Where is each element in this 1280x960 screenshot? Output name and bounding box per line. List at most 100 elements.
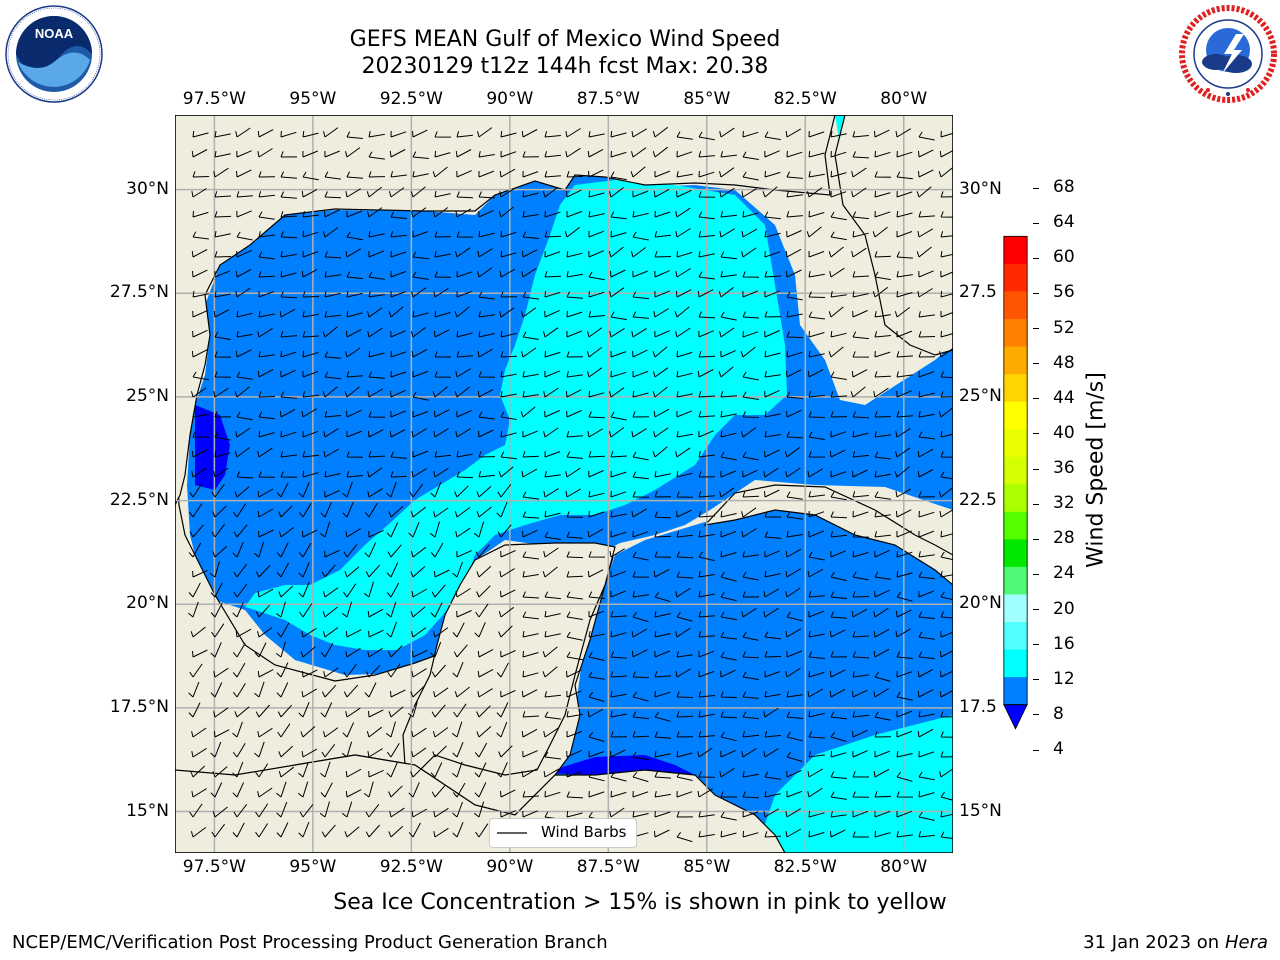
- wind-barb: [896, 390, 912, 398]
- wind-barb: [895, 447, 911, 458]
- wind-barb: [258, 529, 274, 538]
- wind-barb: [654, 711, 671, 722]
- wind-barb: [278, 505, 293, 518]
- wind-barb: [411, 808, 428, 818]
- wind-barb: [390, 211, 407, 219]
- wind-barb: [940, 530, 953, 538]
- wind-barb: [364, 503, 378, 518]
- wind-barb: [386, 562, 399, 578]
- wind-barb: [676, 790, 693, 798]
- wind-barb: [278, 585, 294, 598]
- wind-barb: [940, 630, 953, 638]
- wind-barb: [412, 271, 429, 280]
- wind-barb: [412, 370, 429, 378]
- wind-barb: [278, 766, 295, 778]
- lon-tick-label: 82.5°W: [773, 89, 837, 109]
- wind-barb: [918, 590, 934, 598]
- wind-barb: [654, 751, 671, 758]
- wind-barb: [742, 830, 759, 838]
- wind-barb: [896, 751, 913, 758]
- wind-barb: [786, 751, 803, 762]
- wind-barb: [940, 611, 953, 619]
- wind-barb: [565, 488, 582, 498]
- wind-barb: [191, 188, 207, 198]
- wind-barb: [478, 471, 495, 478]
- wind-barb: [852, 211, 869, 220]
- wind-barb: [522, 430, 538, 438]
- wind-barb: [522, 390, 539, 398]
- wind-barb: [676, 391, 693, 398]
- wind-barb: [940, 591, 953, 601]
- wind-barb: [918, 551, 935, 558]
- wind-barb: [918, 370, 935, 378]
- wind-barb: [302, 470, 319, 478]
- lon-tick-label: 80°W: [880, 857, 928, 877]
- wind-barb: [852, 469, 868, 478]
- wind-barb: [211, 623, 225, 638]
- wind-barb: [851, 608, 868, 618]
- wind-barb: [852, 131, 869, 138]
- wind-barb: [785, 828, 802, 838]
- wind-barb: [478, 411, 495, 420]
- wind-barb: [478, 191, 496, 199]
- wind-barb: [498, 206, 514, 218]
- wind-barb: [542, 646, 558, 658]
- wind-barb: [652, 346, 668, 358]
- wind-barb: [938, 407, 953, 418]
- wind-barb: [808, 651, 825, 659]
- wind-barb: [276, 822, 289, 838]
- wind-barb: [280, 350, 297, 358]
- wind-barb: [808, 431, 825, 440]
- wind-barb: [918, 530, 935, 538]
- wind-barb: [453, 703, 467, 718]
- wind-barb: [852, 271, 870, 278]
- wind-barb: [940, 751, 953, 758]
- wind-barb: [830, 629, 846, 638]
- wind-barb: [500, 150, 517, 158]
- wind-barb: [940, 311, 953, 318]
- wind-barb: [852, 571, 869, 581]
- wind-barb: [764, 831, 782, 838]
- wind-barb: [588, 691, 605, 702]
- wind-barb: [368, 371, 385, 379]
- wind-barb: [896, 150, 913, 158]
- wind-barb: [894, 466, 910, 478]
- wind-barb: [828, 306, 844, 318]
- wind-barb: [632, 711, 649, 720]
- wind-barb: [874, 711, 891, 721]
- wind-barb: [588, 451, 606, 458]
- wind-barb: [544, 591, 561, 600]
- wind-barb: [742, 391, 759, 400]
- wind-barb: [764, 411, 781, 418]
- wind-barb: [431, 584, 446, 598]
- footer-date-text: 31 Jan 2023 on: [1083, 932, 1225, 953]
- wind-barb: [588, 411, 606, 419]
- wind-barb: [874, 549, 890, 558]
- wind-barb: [742, 311, 760, 319]
- wind-barb: [500, 430, 517, 438]
- wind-barb: [786, 150, 803, 158]
- wind-barb: [302, 250, 319, 258]
- wind-barb: [366, 186, 382, 198]
- colorbar-under-extend: [1003, 704, 1028, 730]
- wind-barb: [566, 591, 583, 600]
- colorbar-tick-mark: [1033, 257, 1039, 259]
- wind-barb: [587, 708, 604, 718]
- wind-barb: [276, 682, 289, 698]
- wind-barb: [452, 801, 463, 818]
- wind-barb: [785, 248, 802, 258]
- wind-barb: [474, 622, 486, 638]
- wind-barb: [918, 411, 935, 418]
- wind-barb: [631, 327, 647, 338]
- wind-barb: [720, 631, 737, 640]
- wind-barb: [917, 689, 934, 698]
- wind-barb: [830, 571, 847, 582]
- wind-barb: [830, 371, 847, 380]
- footer-host: Hera: [1224, 932, 1268, 953]
- wind-barb: [477, 127, 493, 138]
- wind-barb: [188, 582, 201, 598]
- wind-barb: [390, 350, 407, 358]
- wind-barb: [214, 131, 231, 138]
- wind-barb: [653, 188, 670, 198]
- wind-barb: [544, 691, 561, 698]
